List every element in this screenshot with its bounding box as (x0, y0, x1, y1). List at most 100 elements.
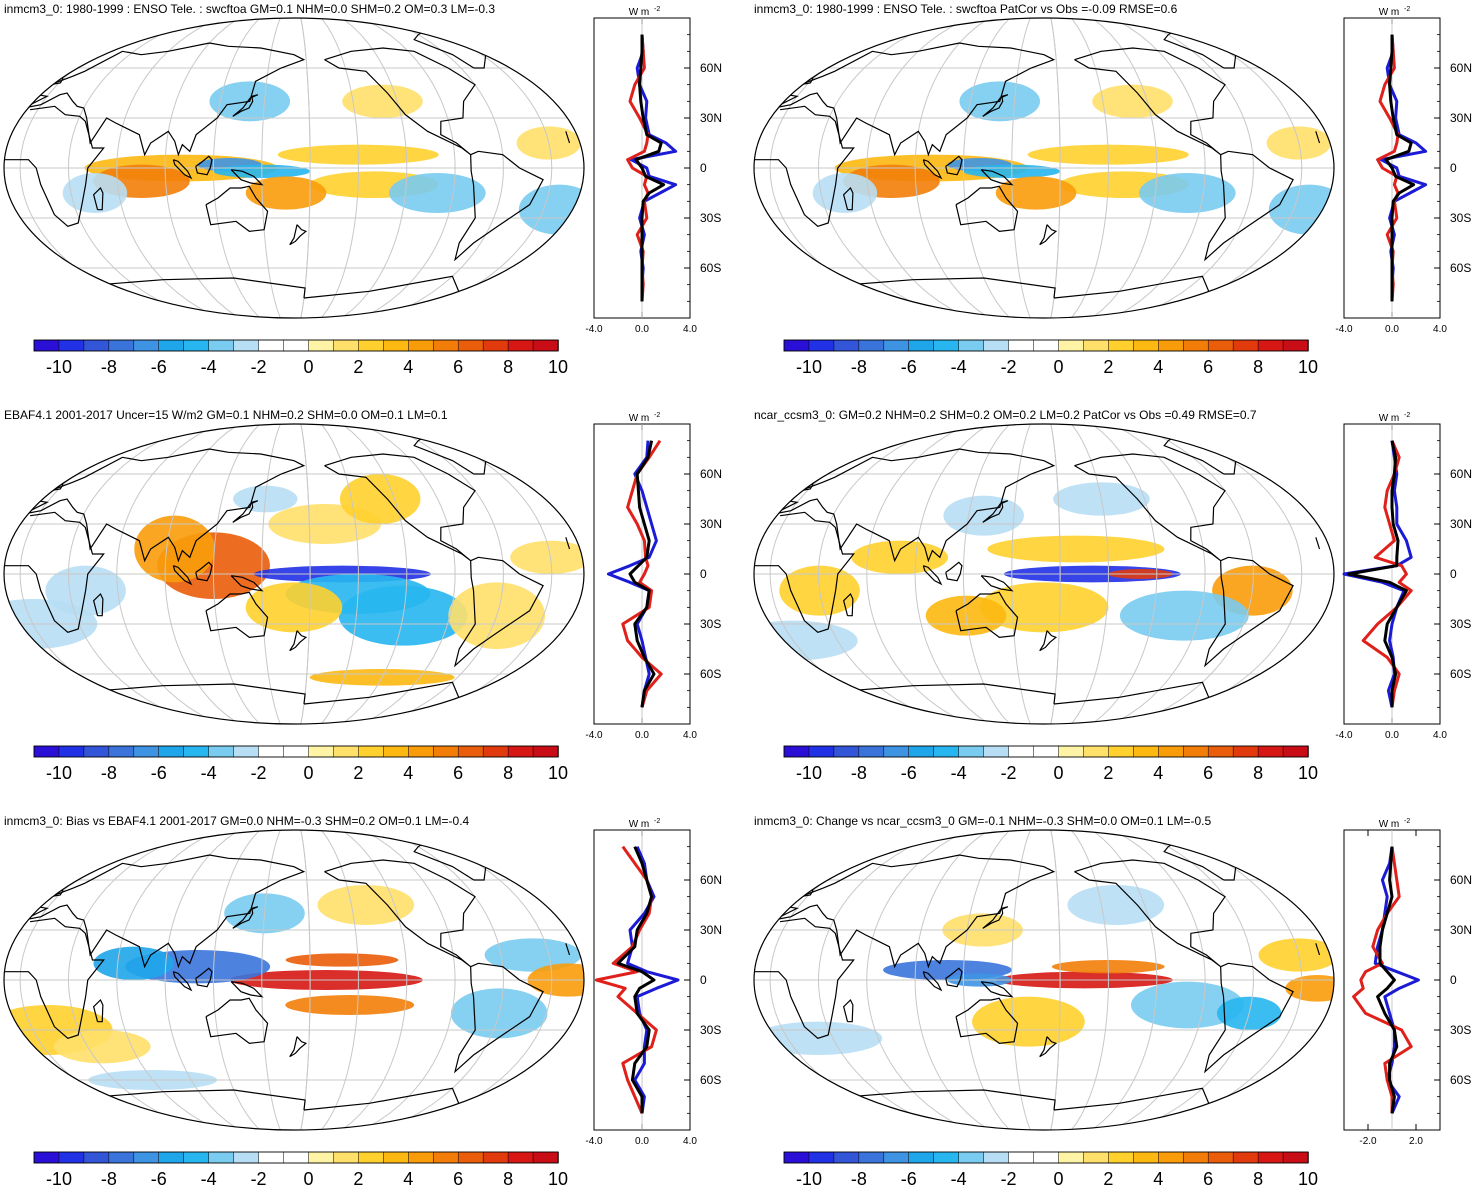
coastline-northAmerica (324, 47, 476, 156)
colorbar-tick-label: 2 (1103, 357, 1113, 377)
colorbar-swatch (33, 1151, 60, 1164)
graticule-line (914, 830, 990, 1130)
colorbar-tick-label: 10 (1298, 1169, 1318, 1187)
zonal-mean-plot: W m -2 60N 30N 0 30S 60S -4.0 0.0 4.0 (585, 412, 722, 741)
field-anomaly (995, 176, 1077, 210)
colorbar-swatch (1257, 339, 1284, 352)
zonal-series-1 (1373, 846, 1420, 1114)
coastline-africa (4, 917, 105, 1040)
coastline-newguinea (230, 981, 264, 998)
lat-tick-label: 60S (700, 261, 721, 275)
units-label: W m (629, 413, 650, 424)
colorbar-swatch (258, 1151, 285, 1164)
graticule-line (300, 424, 311, 724)
lat-tick-label: 60N (700, 61, 722, 75)
zonal-mean-plot: W m -2 60N 30N 0 30S 60S -4.0 0.0 4.0 (585, 6, 722, 335)
colorbar-swatch (1207, 339, 1234, 352)
colorbar-tick-label: 2 (353, 1169, 363, 1187)
colorbar-swatch (358, 339, 385, 352)
colorbar-swatch (258, 339, 285, 352)
coastline-nz (1039, 1036, 1058, 1058)
coastline-madagascar (842, 186, 854, 211)
colorbar-tick-label: 4 (1153, 357, 1163, 377)
colorbar-swatch (983, 1151, 1010, 1164)
coastline-southAmerica (453, 962, 544, 1074)
coastline-nz (289, 630, 308, 652)
colorbar-tick-label: 8 (503, 763, 513, 783)
coastline-antarctica (303, 681, 461, 705)
colorbar-tick-label: 4 (403, 1169, 413, 1187)
lat-tick-label: 60S (700, 667, 721, 681)
colorbar-tick-label: -8 (851, 1169, 867, 1187)
colorbar-swatch (308, 339, 335, 352)
zonal-mean-plot: W m -2 60N 30N 0 30S 60S -4.0 0.0 4.0 (1335, 412, 1472, 741)
colorbar-swatch (408, 745, 434, 758)
colorbar-tick-label: -6 (151, 763, 167, 783)
colorbar: -10 -8 -6 -4 -2 0 2 4 6 8 10 (783, 1151, 1318, 1187)
colorbar-swatch (333, 1151, 360, 1164)
lat-tick-label: 30S (1450, 617, 1471, 631)
colorbar-swatch (983, 339, 1010, 352)
colorbar-tick-label: 10 (1298, 763, 1318, 783)
colorbar-tick-label: 0 (303, 763, 313, 783)
colorbar-swatch (1158, 1151, 1184, 1164)
field-anomaly (339, 474, 421, 524)
coastline-japan (232, 500, 259, 523)
colorbar-swatch (283, 745, 310, 758)
graticule-line (403, 830, 553, 1130)
x-tick-label: 4.0 (1433, 324, 1447, 335)
colorbar-swatch (1282, 1151, 1309, 1164)
graticule-line (1132, 830, 1254, 1130)
colorbar-swatch (1008, 745, 1035, 758)
colorbar-swatch (908, 745, 935, 758)
graticule-line (1112, 424, 1206, 724)
colorbar-tick-label: 10 (1298, 357, 1318, 377)
units-superscript: -2 (654, 412, 660, 419)
coastline-newguinea (230, 575, 264, 592)
colorbar-swatch (1083, 1151, 1110, 1164)
colorbar-tick-label: 8 (1253, 1169, 1263, 1187)
colorbar-swatch (258, 745, 285, 758)
colorbar-tick-label: -4 (201, 1169, 217, 1187)
x-tick-label: 4.0 (683, 1136, 697, 1147)
colorbar-swatch (833, 339, 860, 352)
graticule-line (382, 830, 504, 1130)
colorbar: -10 -8 -6 -4 -2 0 2 4 6 8 10 (783, 339, 1318, 377)
graticule-line (212, 830, 261, 1130)
field-anomaly (1139, 173, 1236, 213)
map-border (3, 17, 585, 319)
colorbar-swatch (1108, 1151, 1135, 1164)
coastline-antarctica (1053, 681, 1211, 705)
lat-tick-label: 30N (1450, 517, 1472, 531)
colorbar-swatch (1158, 339, 1184, 352)
colorbar-tick-label: -6 (151, 357, 167, 377)
colorbar-tick-label: -2 (1001, 357, 1017, 377)
coastline-madagascar (92, 592, 104, 617)
graticule-line (866, 18, 970, 318)
colorbar-swatch (532, 339, 559, 352)
lat-tick-label: 0 (1450, 973, 1457, 987)
graticule-line (962, 830, 1011, 1130)
graticule-line (67, 424, 199, 724)
coastline-madagascar (92, 186, 104, 211)
colorbar-swatch (958, 745, 985, 758)
graticule-line (300, 18, 311, 318)
field-anomaly (285, 953, 399, 967)
colorbar-tick-label: -10 (796, 1169, 822, 1187)
graticule-line (1153, 18, 1303, 318)
colorbar-tick-label: -8 (101, 1169, 117, 1187)
zonal-mean-plot: W m -2 60N 30N 0 30S 60S -4.0 0.0 4.0 (1335, 6, 1472, 335)
coastline-nz (289, 1036, 308, 1058)
colorbar: -10 -8 -6 -4 -2 0 2 4 6 8 10 (33, 1151, 568, 1187)
colorbar-swatch (1083, 339, 1110, 352)
colorbar: -10 -8 -6 -4 -2 0 2 4 6 8 10 (33, 745, 568, 783)
units-superscript: -2 (1404, 6, 1410, 13)
colorbar-swatch (507, 1151, 534, 1164)
colorbar-swatch (833, 745, 860, 758)
lat-tick-label: 60N (1450, 61, 1472, 75)
colorbar-swatch (108, 1151, 135, 1164)
colorbar-swatch (1133, 1151, 1160, 1164)
coastline-antarctica (849, 683, 1056, 705)
colorbar-swatch (33, 745, 60, 758)
colorbar-tick-label: -8 (101, 357, 117, 377)
